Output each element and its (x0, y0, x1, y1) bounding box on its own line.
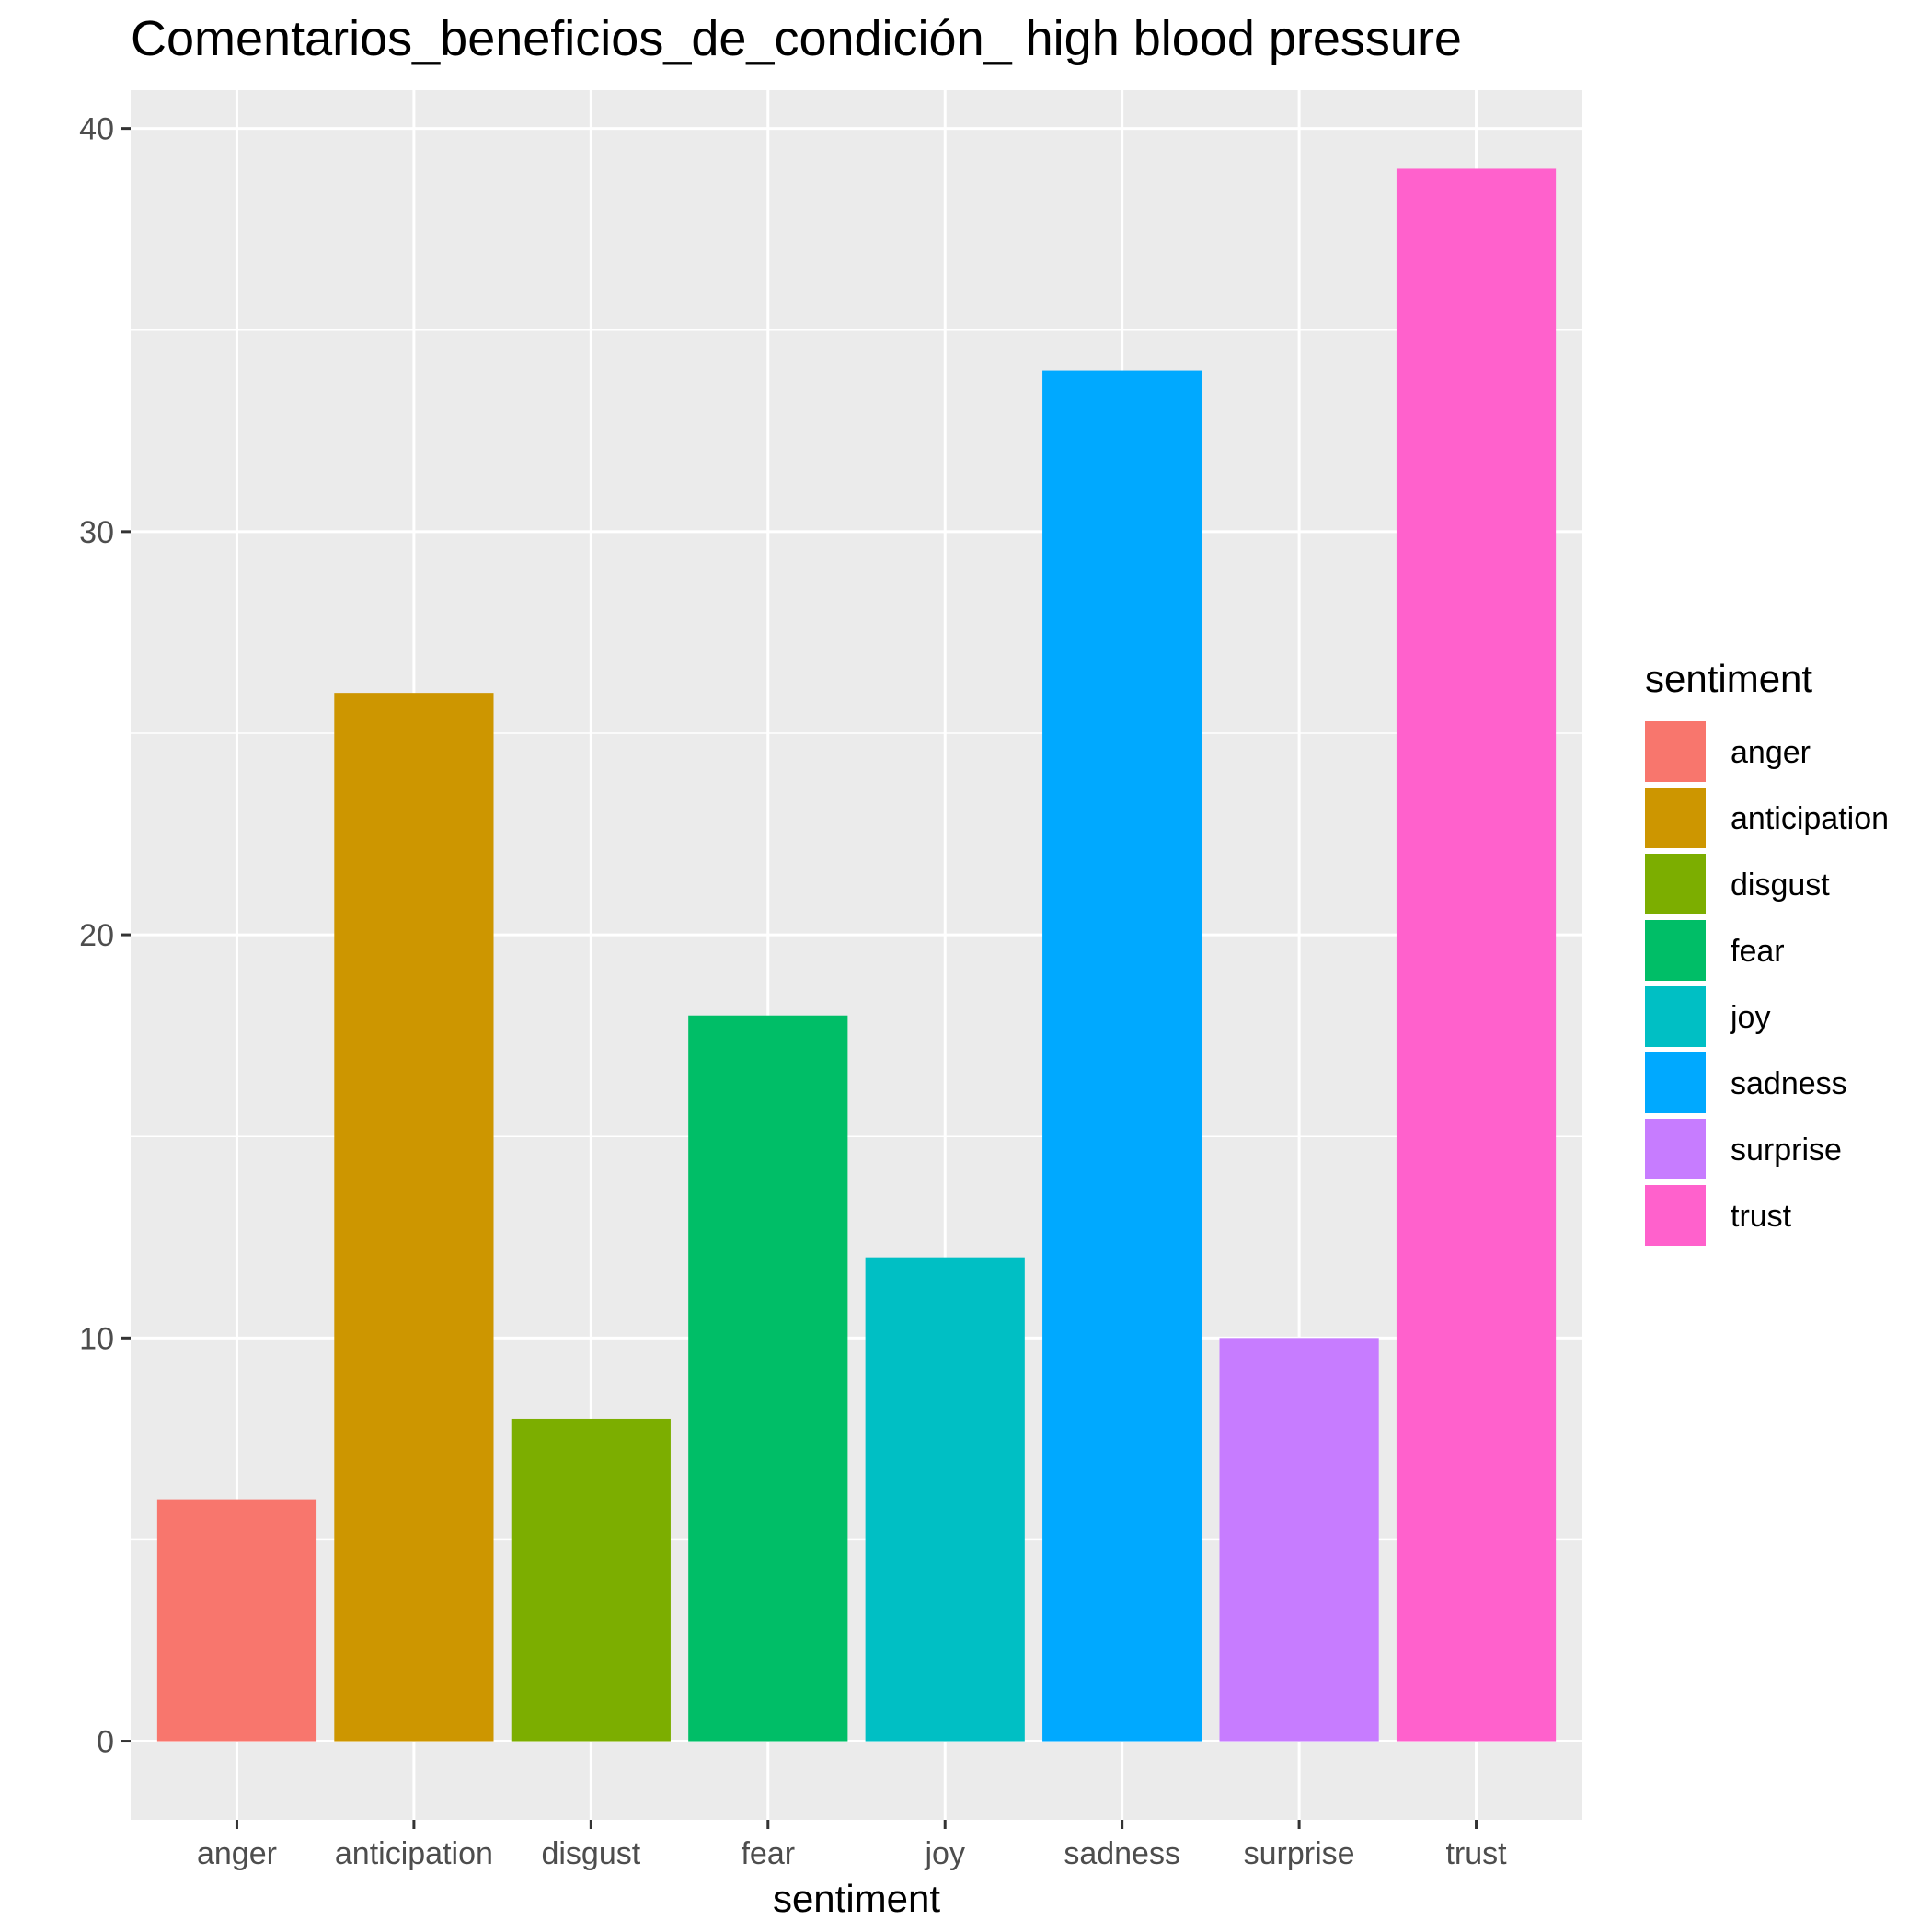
legend-key-surprise (1645, 1119, 1706, 1179)
legend-key-fear (1645, 920, 1706, 981)
x-tick-label: trust (1445, 1836, 1507, 1871)
legend-label: anticipation (1731, 801, 1889, 836)
y-tick-label: 40 (79, 112, 114, 147)
legend-label: fear (1731, 934, 1785, 969)
legend-key-sadness (1645, 1052, 1706, 1113)
legend-label: disgust (1731, 868, 1830, 903)
y-axis: 0 10 20 30 40 (79, 112, 131, 1760)
legend-label: joy (1730, 1000, 1770, 1035)
bar-anticipation (334, 693, 494, 1742)
legend-label: sadness (1731, 1066, 1847, 1101)
x-tick-label: disgust (541, 1836, 640, 1871)
legend-key-disgust (1645, 854, 1706, 914)
x-tick-label: sadness (1064, 1836, 1180, 1871)
legend: sentiment anger anticipation disgust fear jo… (1645, 657, 1889, 1246)
legend-items: anger anticipation disgust fear joy sadness su… (1645, 721, 1889, 1246)
legend-label: anger (1731, 735, 1811, 770)
legend-key-trust (1645, 1185, 1706, 1246)
chart-title: Comentarios_beneficios_de_condición_ hig… (131, 11, 1462, 66)
bar-surprise (1219, 1338, 1379, 1742)
y-tick-label: 10 (79, 1321, 114, 1356)
x-tick-label: fear (741, 1836, 795, 1871)
x-tick-label: anticipation (335, 1836, 493, 1871)
bar-anger (156, 1499, 317, 1742)
x-tick-label: anger (197, 1836, 277, 1871)
bar-disgust (511, 1418, 671, 1742)
x-axis-title: sentiment (773, 1877, 940, 1920)
bar-sadness (1042, 370, 1202, 1742)
legend-title: sentiment (1645, 657, 1812, 700)
y-tick-label: 30 (79, 515, 114, 550)
legend-label: trust (1731, 1199, 1792, 1234)
x-axis: anger anticipation disgust fear joy sadness su… (197, 1820, 1507, 1871)
bar-joy (865, 1257, 1025, 1742)
bar-trust (1396, 168, 1557, 1742)
legend-key-anger (1645, 721, 1706, 782)
bar-fear (688, 1015, 848, 1742)
y-tick-label: 20 (79, 918, 114, 953)
legend-key-joy (1645, 986, 1706, 1047)
x-tick-label: joy (924, 1836, 964, 1871)
legend-label: surprise (1731, 1133, 1842, 1167)
legend-key-anticipation (1645, 788, 1706, 848)
bars (156, 168, 1557, 1742)
y-tick-label: 0 (97, 1725, 114, 1760)
x-tick-label: surprise (1244, 1836, 1355, 1871)
